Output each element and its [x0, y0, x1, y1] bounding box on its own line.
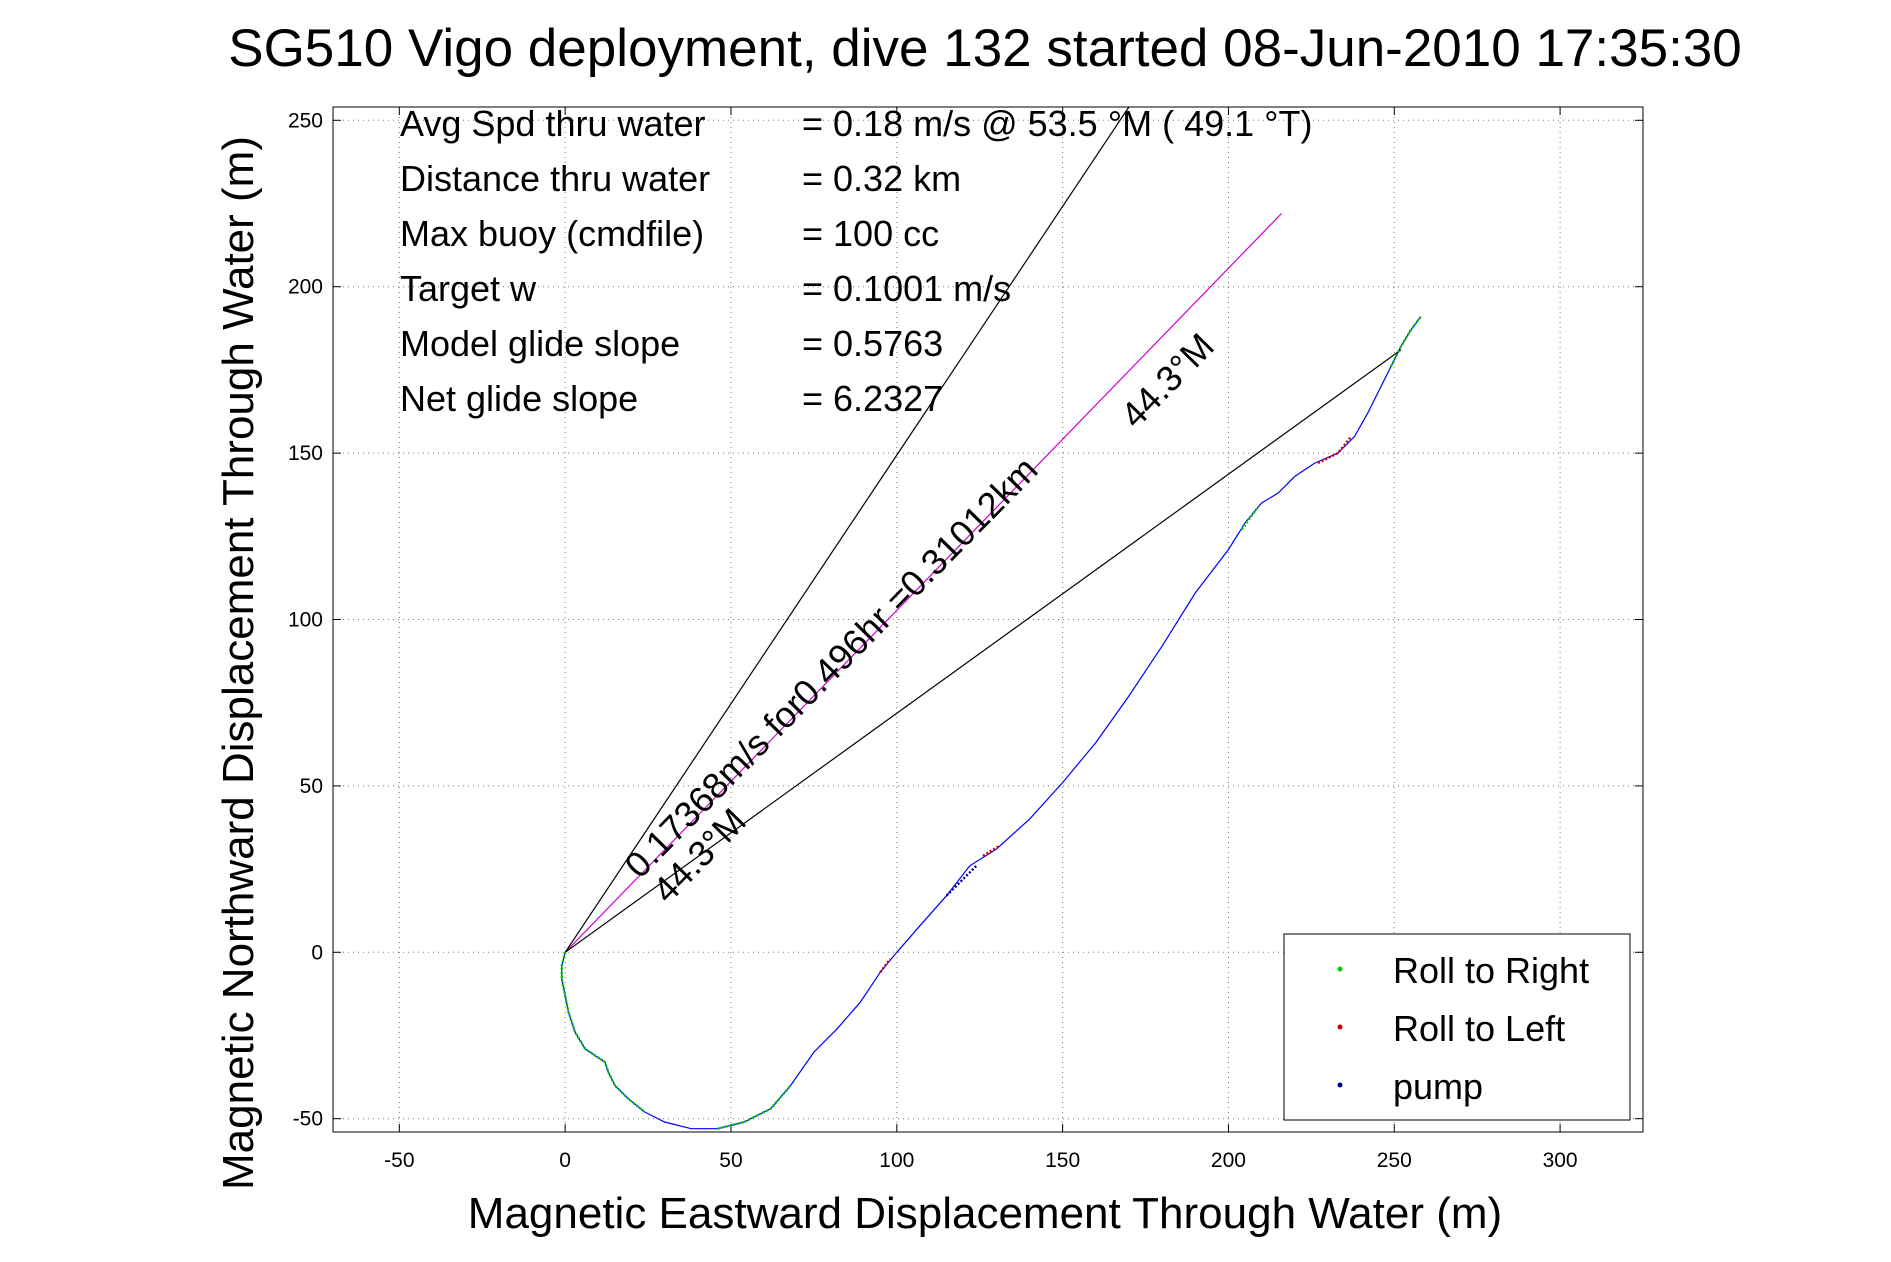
x-axis-label: Magnetic Eastward Displacement Through W… — [468, 1189, 1502, 1238]
x-tick-label: 200 — [1211, 1149, 1246, 1172]
info-label: Avg Spd thru water — [400, 103, 706, 144]
legend-marker — [1337, 966, 1343, 972]
roll-to-right-segment — [560, 952, 646, 1113]
x-tick-label: 0 — [559, 1149, 571, 1172]
x-tick-label: 100 — [879, 1149, 914, 1172]
track-line — [561, 316, 1422, 1130]
heading-line-lower — [564, 349, 1402, 953]
y-tick-label: 100 — [288, 609, 323, 632]
info-label: Net glide slope — [400, 378, 638, 419]
x-tick-label: -50 — [384, 1149, 414, 1172]
info-value: = 6.2327 — [802, 378, 943, 419]
info-value: = 100 cc — [802, 213, 939, 254]
plot-frame — [332, 106, 1644, 1133]
roll-to-right-segment — [1240, 505, 1260, 531]
legend-label: Roll to Left — [1393, 1008, 1565, 1049]
pump-segment — [945, 864, 978, 897]
y-tick-label: 250 — [288, 109, 323, 132]
plot-lines — [560, 106, 1422, 1130]
current-direction-line — [564, 213, 1282, 953]
roll-to-left-segment — [879, 958, 892, 974]
legend: Roll to Right Roll to Left pump — [1283, 933, 1631, 1121]
roll-to-right-segment — [1389, 315, 1422, 368]
legend-marker — [1337, 1024, 1343, 1030]
info-label: Model glide slope — [400, 323, 680, 364]
roll-to-left-segment — [1317, 435, 1353, 465]
axis-ticks: -50 0 50 100 150 200 250 300 -50 0 50 100 150 200 250 — [288, 107, 1643, 1172]
legend-entries: Roll to Right Roll to Left pump — [1337, 950, 1589, 1107]
info-label: Max buoy (cmdfile) — [400, 213, 704, 254]
y-tick-label: -50 — [293, 1108, 323, 1131]
info-value: = 0.5763 — [802, 323, 943, 364]
x-tick-label: 300 — [1543, 1149, 1578, 1172]
legend-label: Roll to Right — [1393, 950, 1589, 991]
y-tick-label: 150 — [288, 442, 323, 465]
info-label: Distance thru water — [400, 158, 710, 199]
y-tick-label: 50 — [300, 775, 323, 798]
y-axis-label: Magnetic Northward Displacement Through … — [214, 136, 263, 1190]
info-value: = 0.32 km — [802, 158, 961, 199]
x-tick-label: 50 — [719, 1149, 742, 1172]
legend-label: pump — [1393, 1066, 1483, 1107]
info-value: = 0.1001 m/s — [802, 268, 1011, 309]
dive-info-box: Avg Spd thru water = 0.18 m/s @ 53.5 °M (… — [400, 103, 1313, 419]
grid-lines — [333, 107, 1643, 1132]
y-tick-label: 200 — [288, 276, 323, 299]
legend-marker — [1337, 1082, 1343, 1088]
x-tick-label: 250 — [1377, 1149, 1412, 1172]
roll-to-right-segment — [717, 1084, 792, 1130]
y-tick-label: 0 — [311, 941, 323, 964]
chart-title: SG510 Vigo deployment, dive 132 started … — [228, 19, 1742, 78]
current-speed-annotation: 0.17368m/s for0.496hr =0.31012km — [616, 449, 1045, 886]
heading-line-upper — [564, 106, 1130, 953]
current-heading-annotation: 44.3°M — [1112, 325, 1221, 435]
info-value: = 0.18 m/s @ 53.5 °M ( 49.1 °T) — [802, 103, 1313, 144]
info-label: Target w — [400, 268, 537, 309]
x-tick-label: 150 — [1045, 1149, 1080, 1172]
roll-to-left-segment — [982, 844, 1001, 857]
